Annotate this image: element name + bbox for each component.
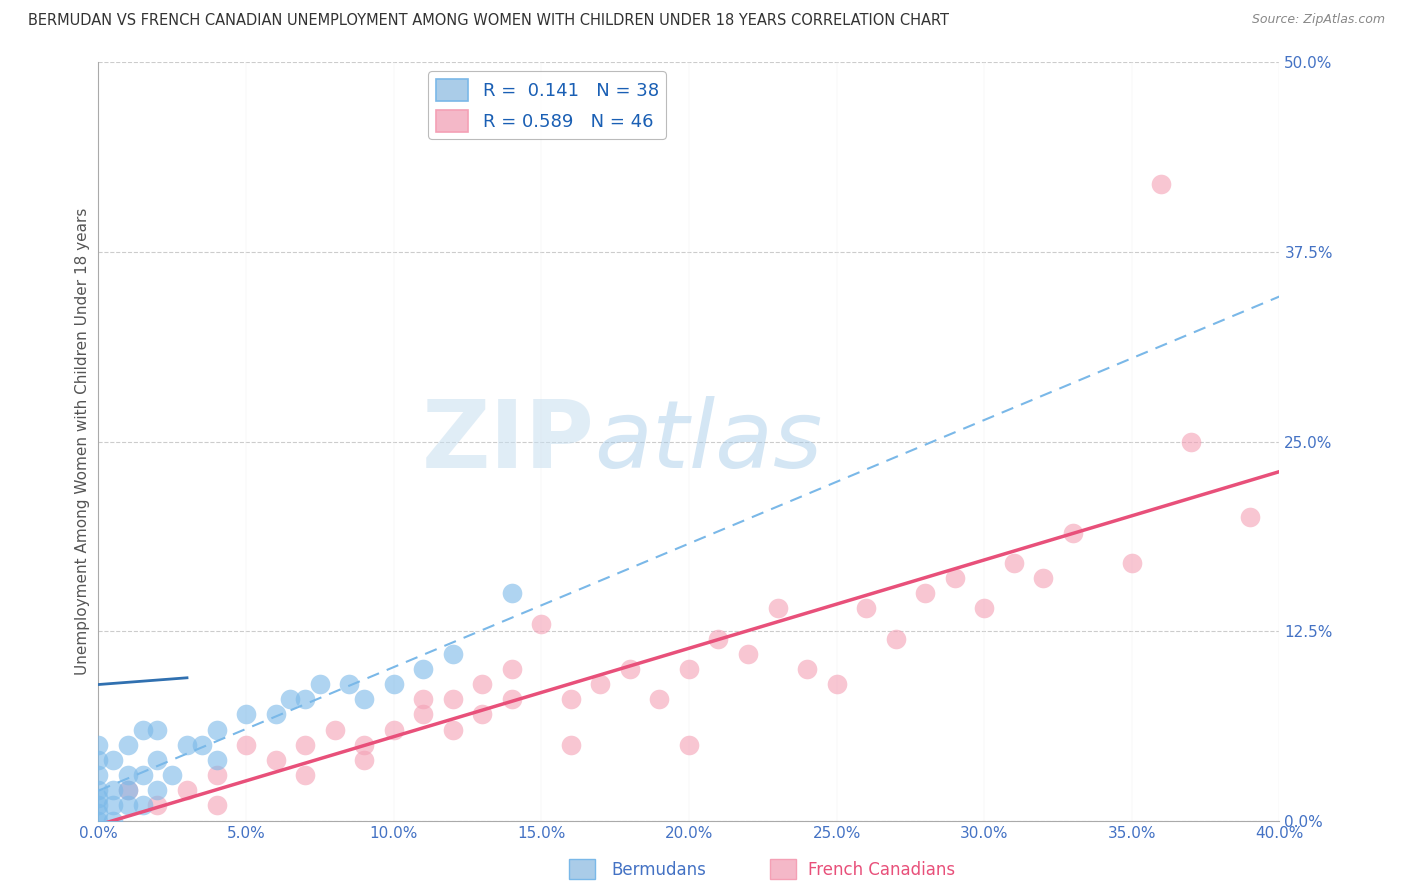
- Point: [117, 783, 139, 797]
- Point: [560, 692, 582, 706]
- Point: [87, 798, 110, 813]
- Point: [117, 738, 139, 752]
- Point: [412, 692, 434, 706]
- Point: [353, 738, 375, 752]
- Point: [943, 571, 966, 585]
- Point: [205, 768, 228, 782]
- Text: Source: ZipAtlas.com: Source: ZipAtlas.com: [1251, 13, 1385, 27]
- Point: [132, 768, 155, 782]
- Point: [973, 601, 995, 615]
- Point: [235, 707, 257, 722]
- Point: [117, 783, 139, 797]
- Point: [353, 753, 375, 767]
- Point: [589, 677, 612, 691]
- Point: [103, 783, 125, 797]
- Point: [914, 586, 936, 600]
- Point: [1032, 571, 1054, 585]
- Point: [205, 753, 228, 767]
- Text: BERMUDAN VS FRENCH CANADIAN UNEMPLOYMENT AMONG WOMEN WITH CHILDREN UNDER 18 YEAR: BERMUDAN VS FRENCH CANADIAN UNEMPLOYMENT…: [28, 13, 949, 29]
- Point: [412, 707, 434, 722]
- Text: French Canadians: French Canadians: [808, 861, 956, 879]
- Point: [103, 753, 125, 767]
- Point: [191, 738, 214, 752]
- Point: [707, 632, 730, 646]
- Point: [441, 647, 464, 661]
- Legend: R =  0.141   N = 38, R = 0.589   N = 46: R = 0.141 N = 38, R = 0.589 N = 46: [429, 71, 666, 139]
- Point: [441, 723, 464, 737]
- Point: [87, 791, 110, 805]
- Point: [737, 647, 759, 661]
- Point: [441, 692, 464, 706]
- Point: [501, 586, 523, 600]
- Point: [471, 707, 494, 722]
- Point: [294, 768, 316, 782]
- Point: [471, 677, 494, 691]
- Point: [264, 707, 287, 722]
- Point: [162, 768, 183, 782]
- Point: [678, 662, 700, 676]
- Point: [87, 738, 110, 752]
- Point: [146, 783, 169, 797]
- Point: [205, 798, 228, 813]
- Point: [382, 677, 405, 691]
- Point: [796, 662, 818, 676]
- Text: ZIP: ZIP: [422, 395, 595, 488]
- Point: [501, 692, 523, 706]
- Point: [1062, 525, 1084, 540]
- Point: [619, 662, 641, 676]
- Point: [323, 723, 346, 737]
- Point: [1150, 177, 1173, 191]
- Point: [87, 768, 110, 782]
- Point: [530, 616, 553, 631]
- Point: [339, 677, 361, 691]
- Point: [648, 692, 671, 706]
- Point: [294, 692, 316, 706]
- Point: [412, 662, 434, 676]
- Point: [117, 798, 139, 813]
- Point: [146, 723, 169, 737]
- Point: [825, 677, 848, 691]
- Y-axis label: Unemployment Among Women with Children Under 18 years: Unemployment Among Women with Children U…: [75, 208, 90, 675]
- Point: [205, 723, 228, 737]
- Point: [501, 662, 523, 676]
- Point: [87, 753, 110, 767]
- Point: [1002, 556, 1025, 570]
- Point: [146, 798, 169, 813]
- Text: atlas: atlas: [595, 396, 823, 487]
- Point: [264, 753, 287, 767]
- Point: [235, 738, 257, 752]
- Point: [1121, 556, 1143, 570]
- Point: [353, 692, 375, 706]
- Point: [176, 783, 198, 797]
- Point: [560, 738, 582, 752]
- Point: [1239, 510, 1261, 524]
- Point: [382, 723, 405, 737]
- Text: Bermudans: Bermudans: [612, 861, 706, 879]
- Point: [280, 692, 302, 706]
- Point: [87, 783, 110, 797]
- Point: [132, 798, 155, 813]
- Point: [176, 738, 198, 752]
- Point: [103, 798, 125, 813]
- Point: [309, 677, 332, 691]
- Point: [117, 768, 139, 782]
- Point: [87, 814, 110, 828]
- Point: [146, 753, 169, 767]
- Point: [132, 723, 155, 737]
- Point: [87, 806, 110, 821]
- Point: [1180, 434, 1202, 449]
- Point: [294, 738, 316, 752]
- Point: [103, 814, 125, 828]
- Point: [766, 601, 789, 615]
- Point: [884, 632, 907, 646]
- Point: [678, 738, 700, 752]
- Point: [855, 601, 877, 615]
